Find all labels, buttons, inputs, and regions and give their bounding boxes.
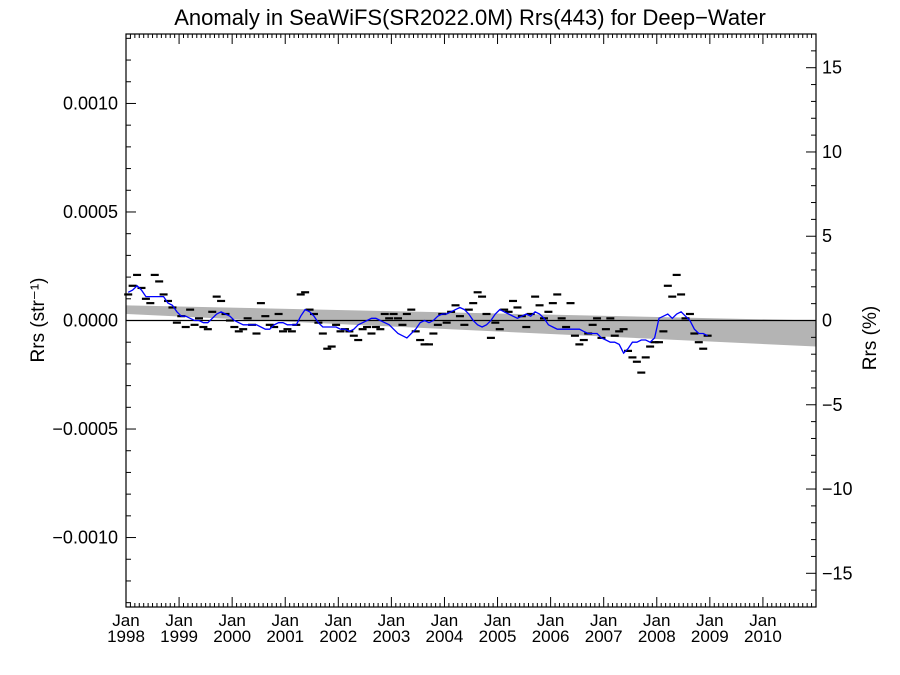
left-y-axis-label: Rrs (str⁻¹) bbox=[28, 278, 49, 363]
left-y-tick-label: 0.0005 bbox=[63, 202, 118, 222]
right-y-tick-labels: 15 10 5 0 −5 −10 −15 bbox=[822, 58, 853, 584]
right-y-tick-label: 15 bbox=[822, 58, 842, 78]
x-tick-label-month: Jan bbox=[643, 611, 670, 630]
right-y-tick-label: −5 bbox=[822, 395, 843, 415]
x-tick-label-year: 2008 bbox=[638, 627, 676, 646]
x-tick-label-month: Jan bbox=[749, 611, 776, 630]
right-y-tick-label: −15 bbox=[822, 563, 853, 583]
x-tick-label-year: 1999 bbox=[160, 627, 198, 646]
x-tick-label-month: Jan bbox=[378, 611, 405, 630]
x-tick-label-month: Jan bbox=[696, 611, 723, 630]
x-tick-label-year: 2005 bbox=[479, 627, 517, 646]
running-mean-line bbox=[127, 284, 708, 355]
x-tick-label-year: 2007 bbox=[585, 627, 623, 646]
right-y-tick-label: 5 bbox=[822, 226, 832, 246]
right-y-tick-label: −10 bbox=[822, 479, 853, 499]
x-tick-label-year: 2003 bbox=[372, 627, 410, 646]
right-y-tick-label: 0 bbox=[822, 311, 832, 331]
x-tick-label-year: 2010 bbox=[744, 627, 782, 646]
left-y-tick-label: 0.0000 bbox=[63, 311, 118, 331]
right-y-tick-label: 10 bbox=[822, 142, 842, 162]
x-tick-label-month: Jan bbox=[112, 611, 139, 630]
axis-ticks bbox=[125, 34, 817, 607]
x-tick-label-year: 2006 bbox=[532, 627, 570, 646]
x-tick-label-year: 2009 bbox=[691, 627, 729, 646]
x-tick-label-month: Jan bbox=[590, 611, 617, 630]
x-tick-label-month: Jan bbox=[272, 611, 299, 630]
trend-band bbox=[126, 305, 816, 347]
x-tick-label-year: 2001 bbox=[266, 627, 304, 646]
x-tick-label-month: Jan bbox=[218, 611, 245, 630]
x-tick-label-month: Jan bbox=[165, 611, 192, 630]
x-tick-label-year: 2000 bbox=[213, 627, 251, 646]
x-tick-label-year: 2002 bbox=[319, 627, 357, 646]
chart-title: Anomaly in SeaWiFS(SR2022.0M) Rrs(443) f… bbox=[174, 5, 766, 30]
left-y-tick-labels: 0.0010 0.0005 0.0000 −0.0005 −0.0010 bbox=[52, 93, 118, 547]
x-tick-label-year: 1998 bbox=[107, 627, 145, 646]
left-y-tick-label: −0.0005 bbox=[52, 419, 118, 439]
right-y-axis-label: Rrs (%) bbox=[860, 306, 881, 370]
x-tick-label-year: 2004 bbox=[426, 627, 464, 646]
x-tick-label-month: Jan bbox=[484, 611, 511, 630]
x-tick-label-month: Jan bbox=[431, 611, 458, 630]
x-tick-label-month: Jan bbox=[325, 611, 352, 630]
trend-band-layer bbox=[126, 305, 816, 347]
left-y-tick-label: −0.0010 bbox=[52, 528, 118, 548]
x-tick-labels: Jan1998Jan1999Jan2000Jan2001Jan2002Jan20… bbox=[107, 611, 782, 646]
left-y-tick-label: 0.0010 bbox=[63, 93, 118, 113]
x-tick-label-month: Jan bbox=[537, 611, 564, 630]
